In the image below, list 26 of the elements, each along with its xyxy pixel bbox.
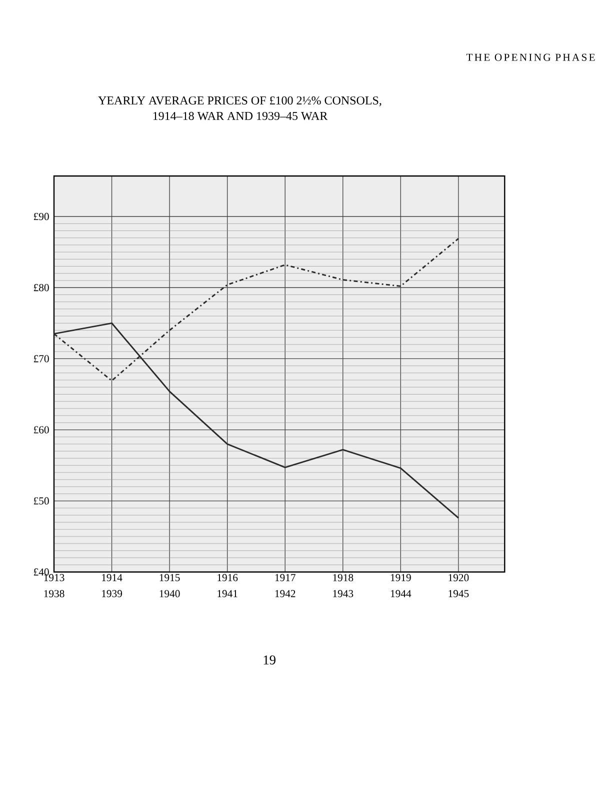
x2-tick-label: 1940 [160,590,180,598]
x2-tick-label: 1938 [44,590,64,598]
x2-tick-label: 1942 [275,590,296,598]
x2-tick-label: 1943 [333,590,354,598]
y-tick-label: £80 [34,284,49,292]
y-tick-label: £90 [34,212,49,220]
x-tick-label: 1918 [333,574,354,582]
chart-subtitle: 1914–18 WAR AND 1939–45 WAR [153,112,328,120]
x2-tick-label: 1941 [218,590,238,598]
x-tick-label: 1920 [448,574,469,582]
y-tick-label: £40 [34,568,49,576]
chart-title: YEARLY AVERAGE PRICES OF £100 2½% CONSOLS, [98,96,382,106]
x2-tick-label: 1939 [102,590,122,598]
x-tick-label: 1917 [275,574,296,582]
x-tick-label: 1915 [160,574,180,582]
y-tick-label: £50 [34,497,49,504]
x-tick-label: 1916 [218,574,238,582]
text: 19 [264,656,276,664]
x-tick-label: 1919 [390,574,411,582]
x2-tick-label: 1944 [390,590,412,598]
y-tick-label: £70 [34,355,49,362]
x-tick-label: 1913 [44,574,64,582]
y-tick-label: £60 [34,426,49,434]
text: THE OPENING PHASE [466,54,595,61]
x-tick-label: 1914 [102,574,122,582]
x2-tick-label: 1945 [448,590,469,598]
